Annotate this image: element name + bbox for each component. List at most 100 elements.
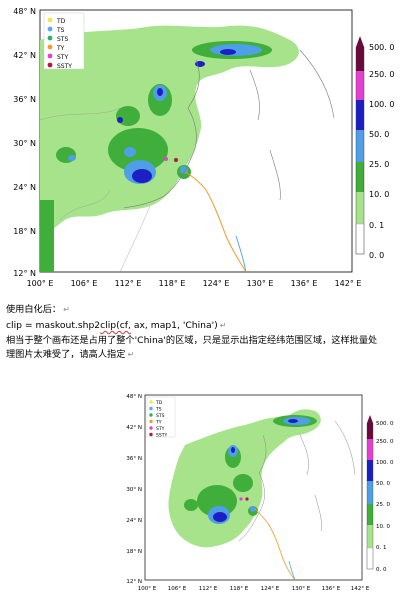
lat-label: 12° N <box>126 579 142 585</box>
paragraph-line: 相当于整个画布还是占用了整个'China'的区域，只是显示出指定经纬范围区域，这… <box>6 334 377 347</box>
legend-label: STY <box>156 426 165 432</box>
colorbar-arrow <box>356 36 364 47</box>
colorbar-label: 25. 0 <box>369 160 389 169</box>
legend-marker <box>149 406 153 411</box>
legend-label: TY <box>155 420 162 426</box>
precipitation-map-clipped: TD TS STS TY STY SSTY 48° N 42° N 36° N … <box>125 385 410 598</box>
legend-marker <box>47 62 53 68</box>
lon-label: 142° E <box>351 586 370 592</box>
latitude-labels: 48° N 42° N 36° N 30° N 24° N 18° N 12° … <box>13 7 36 278</box>
colorbar-labels: 500. 0 250. 0 100. 0 50. 0 25. 0 10. 0 0… <box>369 43 394 260</box>
colorbar-label: 0. 1 <box>376 545 387 551</box>
lon-label: 118° E <box>230 586 249 592</box>
lon-label: 100° E <box>138 586 157 592</box>
return-mark-icon: ↵ <box>63 305 70 314</box>
legend-marker <box>149 432 153 437</box>
lat-label: 18° N <box>126 549 142 555</box>
lat-label: 36° N <box>13 95 36 104</box>
rain-area-very-heavy <box>213 419 298 522</box>
colorbar-label: 100. 0 <box>369 100 394 109</box>
rain-area-very-heavy <box>117 49 236 183</box>
map-canvas: TD TS STS TY STY SSTY 48° N 42° N 36° N … <box>13 7 394 288</box>
legend-label: TS <box>56 27 65 34</box>
typhoon-marker <box>164 157 168 161</box>
paragraph-line: 理图片太难受了，请高人指定 ↵ <box>6 348 134 361</box>
lon-label: 136° E <box>291 279 318 288</box>
legend-label: STS <box>57 36 68 43</box>
colorbar-label: 10. 0 <box>376 524 390 530</box>
return-mark-icon: ↵ <box>219 321 227 330</box>
lat-label: 12° N <box>13 269 36 278</box>
code-text-underlined: clip(cf, <box>100 320 131 331</box>
legend-label: SSTY <box>156 433 167 439</box>
lon-label: 124° E <box>203 279 230 288</box>
lon-label: 124° E <box>261 586 280 592</box>
longitude-labels: 100° E 106° E 112° E 118° E 124° E 130° … <box>138 586 370 592</box>
precipitation-map-unclipped: TD TS STS TY STY SSTY 48° N 42° N 36° N … <box>13 7 395 288</box>
typhoon-marker <box>245 497 249 501</box>
legend-marker <box>47 53 53 59</box>
typhoon-marker <box>174 158 178 162</box>
return-mark-icon: ↵ <box>127 350 135 359</box>
lon-label: 142° E <box>335 279 362 288</box>
colorbar-label: 250. 0 <box>376 439 394 445</box>
lon-label: 100° E <box>27 279 54 288</box>
colorbar-label: 50. 0 <box>376 481 390 487</box>
coastline <box>238 420 356 542</box>
colorbar-labels: 500. 0 250. 0 100. 0 50. 0 25. 0 10. 0 0… <box>376 421 394 573</box>
legend-label: STY <box>57 54 68 61</box>
legend-label: TS <box>155 407 162 413</box>
code-text: ax, map1, 'China') <box>130 320 218 331</box>
lat-label: 36° N <box>126 456 142 462</box>
code-text: clip = maskout.shp2 <box>6 320 101 331</box>
legend-label: TY <box>56 45 65 52</box>
lon-label: 130° E <box>247 279 274 288</box>
colorbar <box>355 36 365 255</box>
colorbar-label: 0. 0 <box>369 251 384 260</box>
rain-area-light <box>40 25 299 241</box>
lon-label: 112° E <box>199 586 218 592</box>
lat-label: 42° N <box>126 425 142 431</box>
lat-label: 18° N <box>13 227 36 236</box>
lat-label: 42° N <box>13 51 36 60</box>
paragraph-line: 使用白化后： ↵ <box>6 303 70 316</box>
colorbar-label: 500. 0 <box>376 421 394 427</box>
legend-marker <box>149 400 153 404</box>
typhoon-track <box>185 171 247 272</box>
lon-label: 106° E <box>168 586 187 592</box>
legend-label: TD <box>56 18 66 25</box>
colorbar-label: 50. 0 <box>369 130 389 139</box>
lat-label: 48° N <box>13 7 36 16</box>
lon-label: 118° E <box>159 279 186 288</box>
colorbar-label: 0. 1 <box>369 221 384 230</box>
legend-marker <box>149 413 153 417</box>
lat-label: 48° N <box>126 394 142 400</box>
legend-label: SSTY <box>57 63 72 70</box>
typhoon-marker <box>239 497 243 501</box>
typhoon-track-early <box>235 235 247 272</box>
coastline <box>123 49 335 209</box>
lat-label: 30° N <box>13 139 36 148</box>
paragraph-text: 相当于整个画布还是占用了整个'China'的区域，只是显示出指定经纬范围区域，这… <box>6 335 378 346</box>
border-lines <box>40 107 151 272</box>
typhoon-legend: TD TS STS TY STY SSTY <box>146 396 176 439</box>
colorbar <box>366 415 374 570</box>
colorbar-label: 0. 0 <box>376 567 387 573</box>
longitude-labels: 100° E 106° E 112° E 118° E 124° E 130° … <box>27 279 362 288</box>
legend-marker <box>149 426 153 430</box>
lon-label: 130° E <box>292 586 311 592</box>
colorbar-label: 25. 0 <box>376 502 390 508</box>
colorbar-label: 500. 0 <box>369 43 394 52</box>
paragraph-text: 使用白化后： <box>6 304 62 315</box>
legend-label: STS <box>156 413 165 419</box>
colorbar-arrow <box>367 415 373 423</box>
legend-marker <box>47 26 53 32</box>
code-line: clip = maskout.shp2clip(cf, ax, map1, 'C… <box>6 319 226 332</box>
lon-label: 136° E <box>322 586 341 592</box>
typhoon-track <box>254 508 296 580</box>
map-canvas: TD TS STS TY STY SSTY 48° N 42° N 36° N … <box>126 394 394 592</box>
colorbar-label: 100. 0 <box>376 460 394 466</box>
legend-label: TD <box>155 400 163 406</box>
legend-marker <box>47 44 53 50</box>
lat-label: 24° N <box>126 518 142 524</box>
